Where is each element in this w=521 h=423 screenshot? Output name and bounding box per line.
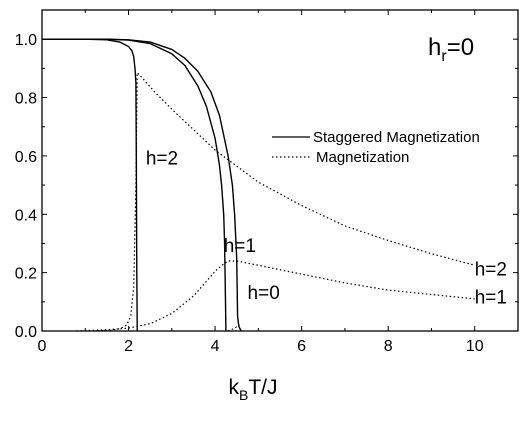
series-line-4 xyxy=(76,260,475,332)
series-line-2 xyxy=(42,38,242,332)
y-tick-label: 1.0 xyxy=(15,32,37,49)
y-tick-label: 0.6 xyxy=(15,149,37,166)
series-group xyxy=(42,38,475,332)
legend: Staggered Magnetization Magnetization xyxy=(272,129,480,166)
x-tick-label: 4 xyxy=(211,338,220,355)
y-tick-label: 0.8 xyxy=(15,91,37,108)
y-tick-label: 0.2 xyxy=(15,266,37,283)
x-tick-label: 2 xyxy=(124,338,133,355)
x-axis-label: kBT/J xyxy=(228,376,277,403)
annotation-label: h=2 xyxy=(146,149,178,170)
x-tick-label: 6 xyxy=(297,338,306,355)
inset-label: hr=0 xyxy=(428,34,474,65)
x-tick-label: 10 xyxy=(466,338,484,355)
plot-frame xyxy=(41,9,519,332)
annotation-label: h=0 xyxy=(248,283,280,304)
legend-label-staggered: Staggered Magnetization xyxy=(313,129,480,146)
x-tick-label: 8 xyxy=(384,338,393,355)
series-line-0 xyxy=(42,38,138,331)
annotation-label: h=1 xyxy=(224,236,256,257)
y-tick-label: 0.4 xyxy=(15,207,37,224)
annotation-label: h=2 xyxy=(475,260,507,281)
series-line-3 xyxy=(93,72,475,332)
annotations: h=2 h=1 h=0 h=2 h=1 xyxy=(146,149,507,309)
y-tick-label: 0.0 xyxy=(15,324,37,341)
legend-label-magnetization: Magnetization xyxy=(316,149,409,166)
axis-ticks: 0 2 4 6 8 10 0.0 0.2 0.4 0.6 0.8 1.0 xyxy=(15,9,519,355)
annotation-label: h=1 xyxy=(475,287,507,308)
x-tick-label: 0 xyxy=(38,338,47,355)
